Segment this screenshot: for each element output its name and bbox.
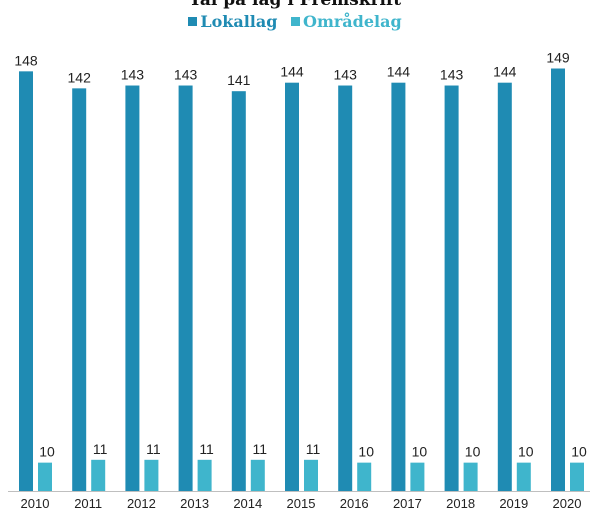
bar-omradelag-2016 [357, 462, 372, 491]
x-tick-label-2016: 2016 [340, 496, 369, 511]
value-label-lokallag-2014: 141 [227, 72, 251, 88]
legend-item-omradelag: Områdelag [291, 12, 402, 31]
legend: Lokallag Områdelag [0, 12, 590, 31]
value-label-lokallag-2011: 142 [68, 69, 92, 85]
bar-lokallag-2011 [72, 88, 87, 492]
value-label-lokallag-2017: 144 [387, 64, 411, 80]
value-label-lokallag-2020: 149 [546, 50, 570, 66]
bar-omradelag-2020 [570, 462, 584, 491]
bar-lokallag-2019 [497, 82, 512, 492]
bar-lokallag-2018 [444, 85, 459, 491]
bar-lokallag-2016 [338, 85, 353, 491]
value-label-lokallag-2019: 144 [493, 64, 517, 80]
bar-omradelag-2012 [144, 459, 159, 491]
x-tick-label-2017: 2017 [393, 496, 422, 511]
legend-label-omradelag: Områdelag [303, 12, 402, 31]
x-tick-label-2015: 2015 [287, 496, 316, 511]
value-label-lokallag-2010: 148 [14, 52, 38, 68]
legend-swatch-omradelag [291, 17, 300, 26]
x-tick-label-2018: 2018 [446, 496, 475, 511]
value-label-omradelag-2019: 10 [518, 444, 534, 460]
x-tick-label-2013: 2013 [180, 496, 209, 511]
value-label-omradelag-2018: 10 [465, 444, 481, 460]
value-label-omradelag-2010: 10 [39, 444, 55, 460]
value-label-omradelag-2020: 10 [571, 444, 587, 460]
value-label-omradelag-2011: 11 [93, 441, 108, 457]
value-label-lokallag-2016: 143 [334, 67, 358, 83]
bar-omradelag-2018 [463, 462, 478, 491]
value-label-omradelag-2016: 10 [358, 444, 374, 460]
chart-title: Tal på lag i Fremskrift [188, 0, 402, 10]
value-label-omradelag-2012: 11 [146, 441, 161, 457]
bar-lokallag-2013 [178, 85, 193, 491]
x-tick-label-2012: 2012 [127, 496, 156, 511]
value-label-lokallag-2013: 143 [174, 67, 198, 83]
bar-omradelag-2013 [197, 459, 212, 491]
bar-lokallag-2015 [285, 82, 299, 492]
bar-lokallag-2010 [19, 71, 33, 491]
x-tick-label-2011: 2011 [74, 496, 102, 511]
x-tick-label-2020: 2020 [553, 496, 582, 511]
value-label-lokallag-2015: 144 [280, 64, 304, 80]
value-label-omradelag-2017: 10 [412, 444, 428, 460]
legend-label-lokallag: Lokallag [200, 12, 278, 31]
value-label-omradelag-2014: 11 [253, 441, 268, 457]
value-label-omradelag-2013: 11 [199, 441, 214, 457]
x-tick-label-2019: 2019 [499, 496, 528, 511]
bar-omradelag-2014 [250, 459, 265, 491]
bar-lokallag-2017 [391, 82, 406, 492]
x-tick-label-2010: 2010 [21, 496, 50, 511]
value-label-lokallag-2012: 143 [121, 67, 145, 83]
bar-omradelag-2011 [91, 459, 106, 491]
bar-lokallag-2012 [125, 85, 140, 491]
bar-lokallag-2014 [231, 91, 246, 491]
legend-swatch-lokallag [188, 17, 198, 26]
legend-item-lokallag: Lokallag [188, 12, 277, 31]
value-label-omradelag-2015: 11 [306, 441, 321, 457]
bar-omradelag-2017 [410, 462, 425, 491]
x-tick-label-2014: 2014 [233, 496, 262, 511]
bar-omradelag-2015 [304, 459, 318, 491]
value-label-lokallag-2018: 143 [440, 67, 464, 83]
bar-omradelag-2019 [516, 462, 531, 491]
bar-omradelag-2010 [38, 462, 52, 491]
bar-lokallag-2020 [551, 68, 565, 491]
